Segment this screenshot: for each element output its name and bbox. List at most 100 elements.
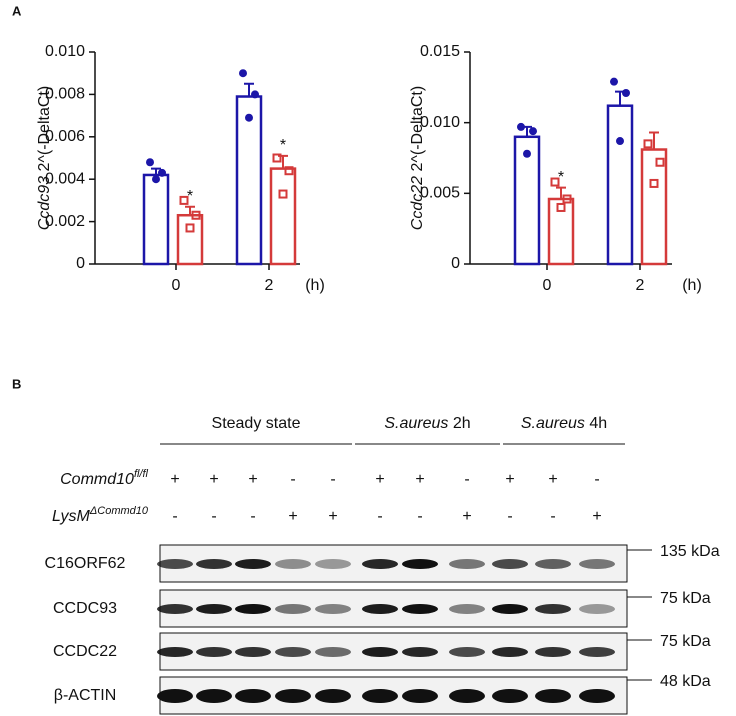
sign: - <box>417 508 422 525</box>
data-point <box>146 158 154 167</box>
data-point <box>239 69 247 78</box>
x-tick-label: 0 <box>172 277 181 294</box>
sign: - <box>290 471 295 488</box>
band <box>362 559 398 569</box>
band-label: C16ORF62 <box>45 555 126 572</box>
marker-label: 135 kDa <box>660 543 720 560</box>
data-point <box>185 223 195 233</box>
data-point <box>278 189 288 199</box>
data-point <box>517 122 525 131</box>
group-text: 4h <box>589 415 607 432</box>
sign: + <box>415 471 424 488</box>
band <box>275 559 311 569</box>
y-label-unit: 2^(-DeltaCt) <box>36 86 53 172</box>
data-point <box>556 202 566 212</box>
data-point <box>179 195 189 205</box>
significance: * <box>280 137 286 154</box>
data-point <box>251 90 259 99</box>
band <box>196 647 232 657</box>
sign: - <box>172 508 177 525</box>
band <box>492 604 528 614</box>
sign: - <box>594 471 599 488</box>
band <box>235 559 271 569</box>
y-tick-label: 0.010 <box>420 114 460 131</box>
genotype-label: Commd10fl/fl <box>60 468 148 488</box>
error-bar <box>556 186 566 199</box>
sign: - <box>507 508 512 525</box>
gene: Commd10 <box>60 471 134 488</box>
bar <box>269 167 297 266</box>
band <box>235 689 271 703</box>
band <box>492 689 528 703</box>
y-label-gene: Ccdc22 <box>409 176 426 230</box>
sign: + <box>548 471 557 488</box>
error-bar <box>649 131 659 150</box>
band <box>449 604 485 614</box>
y-tick-label: 0 <box>451 255 460 272</box>
band <box>362 604 398 614</box>
sign: + <box>505 471 514 488</box>
sign: - <box>330 471 335 488</box>
band <box>157 559 193 569</box>
band <box>157 604 193 614</box>
band <box>235 604 271 614</box>
sign: + <box>592 508 601 525</box>
band <box>535 604 571 614</box>
band <box>315 647 351 657</box>
data-point <box>152 175 160 184</box>
group-label: Steady state <box>212 415 301 432</box>
group-italic: S.aureus <box>521 415 585 432</box>
data-point <box>622 88 630 97</box>
y-tick-label: 0.010 <box>45 43 85 60</box>
band <box>275 647 311 657</box>
y-label-gene: Ccdc93 <box>36 176 53 230</box>
sign: - <box>464 471 469 488</box>
band <box>196 604 232 614</box>
band <box>535 647 571 657</box>
marker-label: 48 kDa <box>660 673 711 690</box>
error-bar <box>244 82 254 97</box>
data-point <box>655 157 665 167</box>
band <box>579 604 615 614</box>
y-axis-label: Ccdc93 2^(-DeltaCt) <box>36 86 53 230</box>
band <box>449 647 485 657</box>
band <box>275 689 311 703</box>
sign: - <box>550 508 555 525</box>
data-point <box>284 166 294 176</box>
error-bar <box>185 205 195 216</box>
group-label: S.aureus 4h <box>521 415 607 432</box>
band <box>196 559 232 569</box>
panel-label: A <box>12 3 22 18</box>
data-point <box>529 127 537 136</box>
band <box>449 559 485 569</box>
superscript: fl/fl <box>134 468 149 480</box>
band <box>157 689 193 703</box>
y-tick-label: 0 <box>76 255 85 272</box>
sign: + <box>248 471 257 488</box>
band <box>579 647 615 657</box>
sign: + <box>375 471 384 488</box>
x-axis-label: (h) <box>305 277 325 294</box>
x-tick-label: 0 <box>543 277 552 294</box>
superscript: ΔCommd10 <box>89 505 149 517</box>
band <box>196 689 232 703</box>
group-label: S.aureus 2h <box>384 415 470 432</box>
sign: - <box>211 508 216 525</box>
y-tick-label: 0.008 <box>45 86 85 103</box>
data-point <box>562 194 572 204</box>
band <box>402 559 438 569</box>
x-tick-label: 2 <box>636 277 645 294</box>
band <box>402 689 438 703</box>
gene: LysM <box>52 508 91 525</box>
sign: + <box>170 471 179 488</box>
band <box>535 689 571 703</box>
error-bar <box>151 167 161 175</box>
group-text: 2h <box>453 415 471 432</box>
genotype-label: LysMΔCommd10 <box>52 505 149 525</box>
band <box>449 689 485 703</box>
band <box>315 604 351 614</box>
data-point <box>616 137 624 146</box>
y-tick-label: 0.005 <box>420 185 460 202</box>
group-italic: S.aureus <box>384 415 448 432</box>
